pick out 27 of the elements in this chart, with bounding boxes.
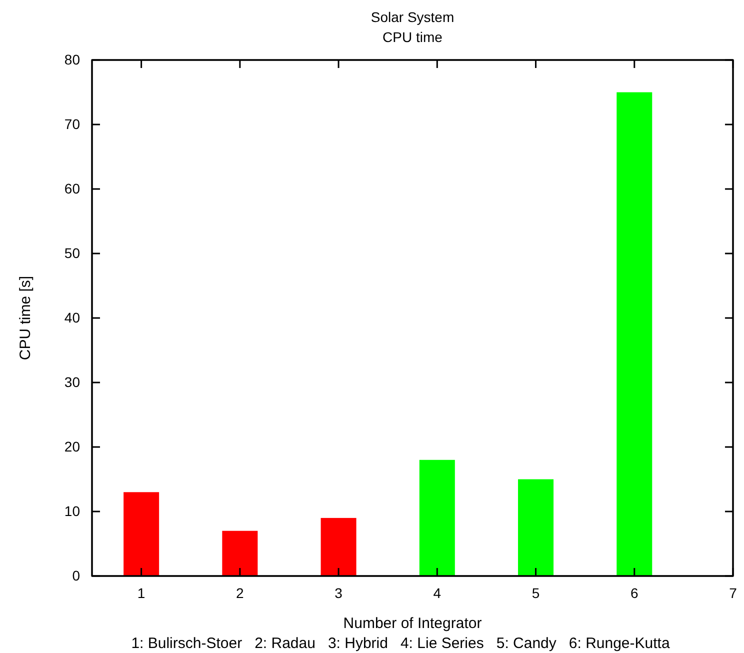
y-tick-label: 60 xyxy=(64,180,80,196)
x-tick-label: 7 xyxy=(729,584,738,601)
y-tick-label: 20 xyxy=(64,438,80,454)
text: 1: Bulirsch-Stoer 2: Radau 3: Hybrid 4: Lie Series 5: Candy 6: Runge-Kutta xyxy=(131,635,670,652)
bar xyxy=(222,530,258,576)
chart-title: Solar System xyxy=(370,9,454,25)
x-tick-label: 3 xyxy=(334,584,343,601)
bar xyxy=(616,92,652,576)
bar xyxy=(124,492,160,576)
bar xyxy=(518,479,554,576)
bar xyxy=(320,518,356,576)
x-tick-label: 4 xyxy=(433,584,442,601)
x-axis-title: Number of Integrator xyxy=(343,615,482,632)
chart-subtitle: CPU time xyxy=(382,29,443,45)
x-tick-label: 6 xyxy=(630,584,638,601)
y-tick-label: 0 xyxy=(72,567,80,584)
x-tick-label: 1 xyxy=(137,584,146,601)
y-tick-label: 80 xyxy=(64,51,80,68)
y-tick-label: 50 xyxy=(64,244,80,261)
y-tick-label: 10 xyxy=(64,502,80,519)
y-tick-label: 30 xyxy=(64,374,80,390)
y-tick-label: 70 xyxy=(64,116,80,132)
y-tick-label: 40 xyxy=(64,309,80,326)
bar xyxy=(419,460,455,576)
y-axis-title: CPU time [s] xyxy=(17,276,34,360)
x-tick-label: 2 xyxy=(236,584,244,601)
x-tick-label: 5 xyxy=(532,584,540,601)
